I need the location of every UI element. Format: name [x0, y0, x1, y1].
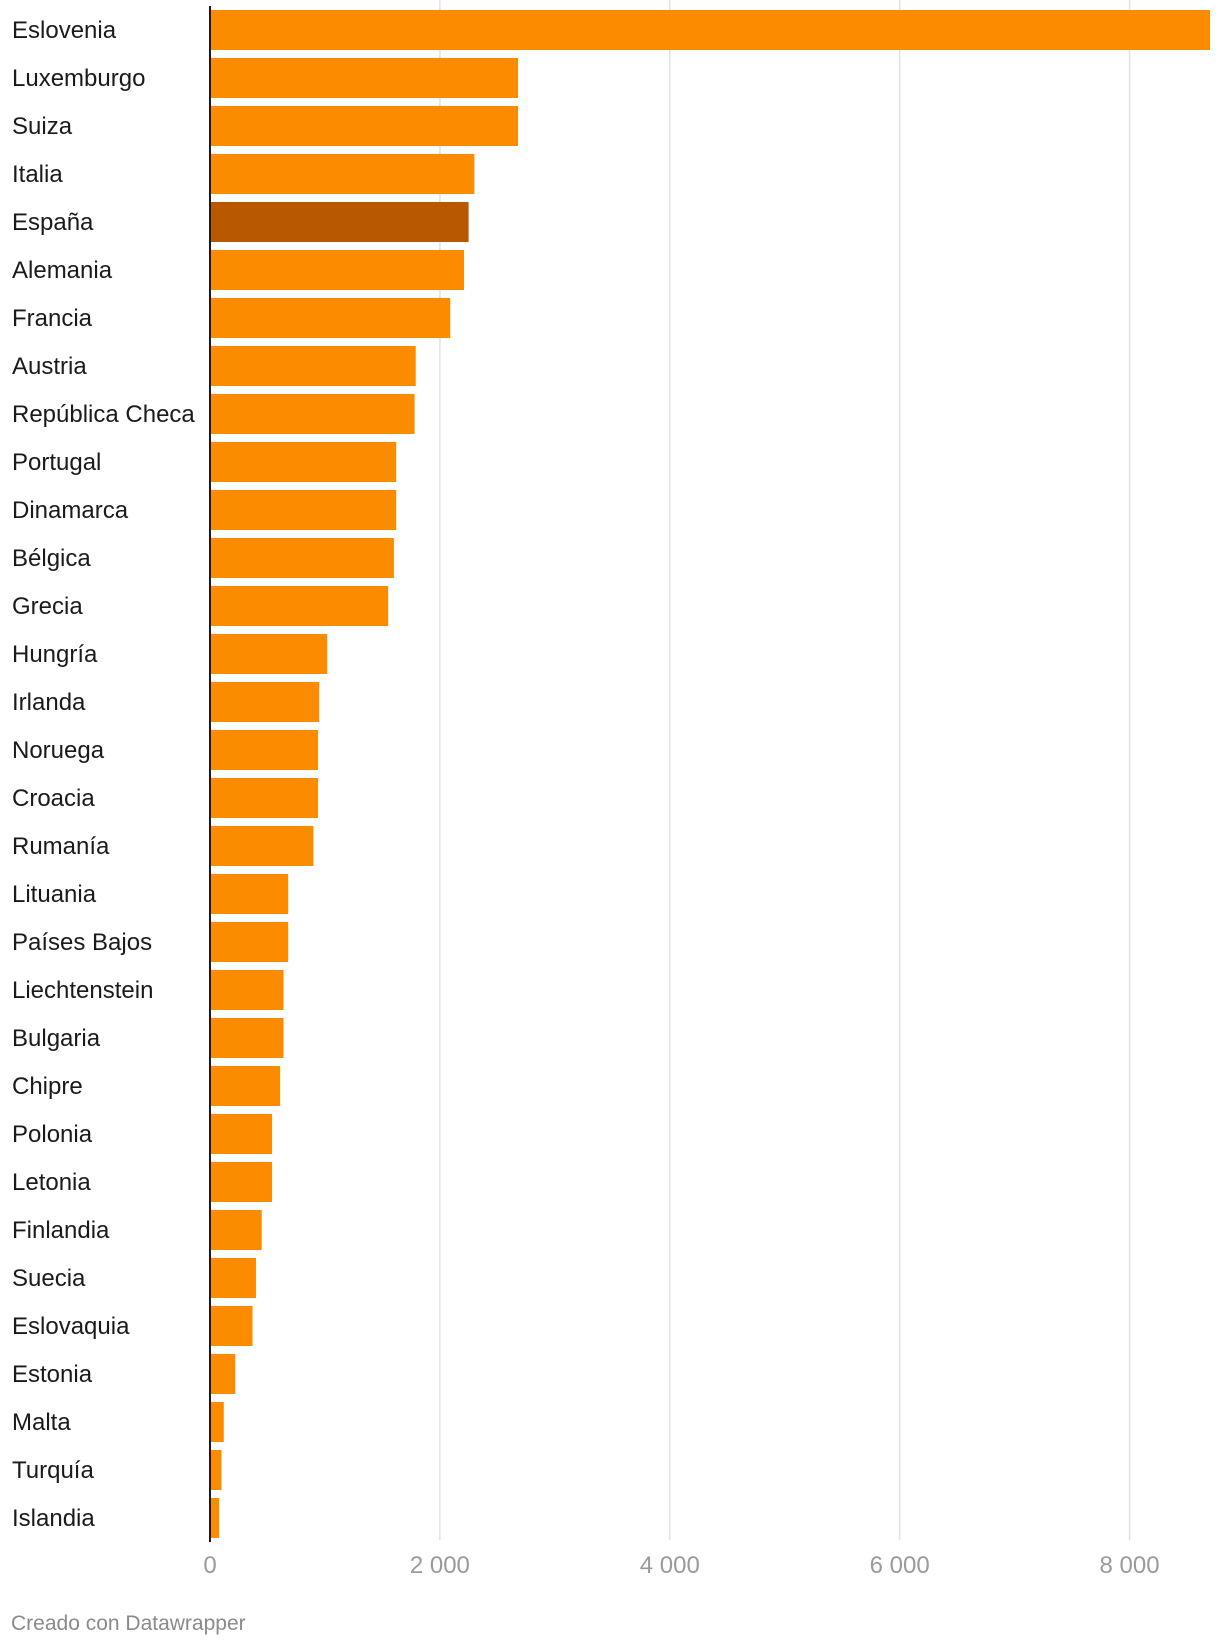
bar-11[interactable]: [210, 538, 394, 578]
bar-8[interactable]: [210, 394, 415, 434]
category-label-6: Francia: [12, 305, 93, 332]
category-label-15: Noruega: [12, 737, 105, 764]
category-label-12: Grecia: [12, 593, 83, 620]
category-label-4: España: [12, 209, 94, 236]
bar-15[interactable]: [210, 730, 319, 770]
bar-3[interactable]: [210, 154, 475, 194]
bar-1[interactable]: [210, 58, 519, 98]
bar-4[interactable]: [210, 202, 469, 242]
category-label-22: Chipre: [12, 1073, 83, 1100]
category-label-28: Estonia: [12, 1361, 93, 1388]
bar-12[interactable]: [210, 586, 389, 626]
category-label-11: Bélgica: [12, 545, 91, 572]
bar-2[interactable]: [210, 106, 519, 146]
bar-16[interactable]: [210, 778, 319, 818]
category-label-3: Italia: [12, 161, 63, 188]
category-label-21: Bulgaria: [12, 1025, 101, 1052]
category-label-10: Dinamarca: [12, 497, 129, 524]
bar-30[interactable]: [210, 1450, 222, 1490]
category-labels: Eslovenia Luxemburgo Suiza Italia España Alem…: [12, 17, 195, 1532]
bar-14[interactable]: [210, 682, 320, 722]
bar-27[interactable]: [210, 1306, 253, 1346]
category-label-0: Eslovenia: [12, 17, 117, 44]
datawrapper-credit[interactable]: Creado con Datawrapper: [11, 1612, 246, 1635]
bar-17[interactable]: [210, 826, 314, 866]
bar-10[interactable]: [210, 490, 397, 530]
category-label-17: Rumanía: [12, 833, 110, 860]
bar-6[interactable]: [210, 298, 451, 338]
category-label-7: Austria: [12, 353, 87, 380]
x-axis-ticks: 0 2 000 4 000 6 000 8 000: [203, 1552, 1159, 1579]
category-label-16: Croacia: [12, 785, 95, 812]
category-label-31: Islandia: [12, 1505, 95, 1532]
bar-20[interactable]: [210, 970, 284, 1010]
x-tick-label-8000: 8 000: [1100, 1552, 1160, 1579]
gridlines: [439, 0, 1131, 1540]
category-label-9: Portugal: [12, 449, 101, 476]
category-label-29: Malta: [12, 1409, 71, 1436]
category-label-1: Luxemburgo: [12, 65, 145, 92]
category-label-26: Suecia: [12, 1265, 86, 1292]
bar-29[interactable]: [210, 1402, 224, 1442]
x-tick-label-4000: 4 000: [640, 1552, 700, 1579]
category-label-25: Finlandia: [12, 1217, 110, 1244]
bar-19[interactable]: [210, 922, 289, 962]
bar-18[interactable]: [210, 874, 289, 914]
category-label-8: República Checa: [12, 401, 195, 428]
category-label-30: Turquía: [12, 1457, 94, 1484]
bar-21[interactable]: [210, 1018, 284, 1058]
bar-28[interactable]: [210, 1354, 236, 1394]
bar-7[interactable]: [210, 346, 416, 386]
category-label-23: Polonia: [12, 1121, 93, 1148]
category-label-18: Lituania: [12, 881, 97, 908]
bar-chart: Eslovenia Luxemburgo Suiza Italia España Alem…: [12, 0, 1210, 1579]
category-label-13: Hungría: [12, 641, 98, 668]
bar-26[interactable]: [210, 1258, 256, 1298]
category-label-27: Eslovaquia: [12, 1313, 130, 1340]
bar-23[interactable]: [210, 1114, 273, 1154]
bar-22[interactable]: [210, 1066, 281, 1106]
x-tick-label-6000: 6 000: [870, 1552, 930, 1579]
bar-9[interactable]: [210, 442, 397, 482]
bar-13[interactable]: [210, 634, 328, 674]
bar-25[interactable]: [210, 1210, 262, 1250]
x-tick-label-0: 0: [203, 1552, 216, 1579]
bar-5[interactable]: [210, 250, 465, 290]
category-label-2: Suiza: [12, 113, 73, 140]
bars: [210, 10, 1210, 1538]
category-label-14: Irlanda: [12, 689, 86, 716]
category-label-19: Países Bajos: [12, 929, 152, 956]
category-label-20: Liechtenstein: [12, 977, 153, 1004]
category-label-24: Letonia: [12, 1169, 91, 1196]
bar-0[interactable]: [210, 10, 1210, 50]
x-tick-label-2000: 2 000: [410, 1552, 470, 1579]
category-label-5: Alemania: [12, 257, 113, 284]
bar-24[interactable]: [210, 1162, 273, 1202]
bar-31[interactable]: [210, 1498, 220, 1538]
